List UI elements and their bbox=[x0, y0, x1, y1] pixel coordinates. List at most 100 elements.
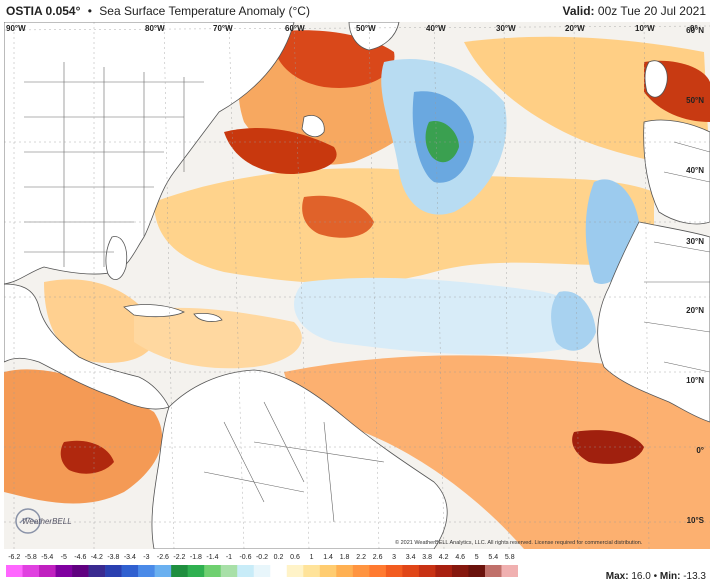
colorbar-swatch bbox=[237, 565, 255, 577]
colorbar-swatch bbox=[105, 565, 122, 577]
lon-label-40w: 40°W bbox=[426, 24, 446, 33]
lon-label-20w: 20°W bbox=[565, 24, 585, 33]
colorbar-swatch bbox=[22, 565, 40, 577]
lon-label-90w: 90°W bbox=[6, 24, 26, 33]
lat-label-10s: 10°S bbox=[686, 516, 704, 525]
lon-label-0: 0° bbox=[690, 24, 698, 33]
colorbar-swatch bbox=[39, 565, 56, 577]
colorbar-tick-label: 0.2 bbox=[273, 554, 284, 561]
colorbar-tick-label: -5 bbox=[60, 554, 67, 561]
lat-label-40n: 40°N bbox=[686, 166, 704, 175]
colorbar-tick-label: 3.8 bbox=[422, 554, 433, 561]
colorbar-swatch bbox=[253, 565, 271, 577]
colorbar-swatch bbox=[286, 565, 304, 577]
cool-region-green bbox=[425, 121, 459, 163]
colorbar-swatch bbox=[402, 565, 420, 577]
colorbar-swatch bbox=[171, 565, 188, 577]
british-isles-land bbox=[644, 60, 668, 98]
lon-label-30w: 30°W bbox=[496, 24, 516, 33]
colorbar-tick-label: -3 bbox=[143, 554, 150, 561]
colorbar-tick-label: -5.8 bbox=[24, 554, 37, 561]
colorbar-tick-label: -4.6 bbox=[74, 554, 87, 561]
map-title: Sea Surface Temperature Anomaly (°C) bbox=[99, 4, 310, 18]
max-value: 16.0 bbox=[631, 571, 651, 582]
colorbar-tick-label: 0.6 bbox=[290, 554, 300, 561]
weatherbell-logo bbox=[15, 508, 41, 534]
colorbar-swatch bbox=[369, 565, 387, 577]
colorbar-swatch bbox=[451, 565, 469, 577]
lat-label-50n: 50°N bbox=[686, 96, 704, 105]
south-america-borders bbox=[203, 401, 385, 523]
lat-label-10n: 10°N bbox=[686, 376, 704, 385]
colorbar-swatch bbox=[435, 565, 453, 577]
colorbar-tick-label: 1.4 bbox=[323, 554, 333, 561]
africa-borders bbox=[643, 241, 710, 373]
lat-label-60n: 60°N bbox=[686, 26, 704, 35]
logo-text: WeatherBELL bbox=[22, 517, 72, 526]
stats-readout: Max: 16.0 • Min: -13.3 bbox=[606, 571, 706, 582]
colorbar-tick-label: 5.8 bbox=[504, 554, 515, 561]
hot-spot-central-atlantic bbox=[302, 195, 374, 238]
lat-label-30n: 30°N bbox=[686, 237, 704, 246]
stats-separator: • bbox=[653, 571, 658, 582]
mexico-central-america-land bbox=[4, 283, 170, 410]
colorbar-swatch bbox=[88, 565, 106, 577]
hot-spot-newfoundland bbox=[224, 127, 337, 175]
europe-borders bbox=[663, 141, 710, 183]
colorbar-swatch bbox=[72, 565, 89, 577]
colorbar-swatch bbox=[303, 565, 321, 577]
colorbar-tick-label: 4.2 bbox=[438, 554, 449, 561]
valid-time-block: Valid: 00z Tue 20 Jul 2021 bbox=[563, 4, 706, 18]
colorbar-swatch bbox=[220, 565, 238, 577]
colorbar-swatch bbox=[121, 565, 139, 577]
colorbar-tick-label: -6.2 bbox=[8, 554, 21, 561]
warm-region-south bbox=[284, 355, 710, 549]
warm-region-central bbox=[154, 168, 654, 284]
valid-time: 00z Tue 20 Jul 2021 bbox=[597, 4, 706, 18]
header-bar: OSTIA 0.054° • Sea Surface Temperature A… bbox=[0, 0, 714, 22]
colorbar-tick-label: -3.8 bbox=[107, 554, 120, 561]
florida-land bbox=[105, 236, 128, 281]
lon-label-10w: 10°W bbox=[635, 24, 655, 33]
colorbar-swatch bbox=[154, 565, 172, 577]
lon-label-80w: 80°W bbox=[145, 24, 165, 33]
colorbar-tick-label: -1.8 bbox=[189, 554, 202, 561]
newfoundland-land bbox=[301, 115, 325, 138]
copyright-credit: © 2021 WeatherBELL Analytics, LLC. All r… bbox=[395, 540, 643, 546]
north-america-land bbox=[4, 22, 295, 285]
colorbar-swatch bbox=[468, 565, 486, 577]
colorbar-tick-label: -0.2 bbox=[255, 554, 269, 561]
colorbar-tick-label: 3.4 bbox=[405, 554, 416, 561]
colorbar bbox=[6, 565, 518, 577]
colorbar-swatch bbox=[6, 565, 23, 577]
south-america-land bbox=[151, 369, 448, 549]
lon-label-50w: 50°W bbox=[356, 24, 376, 33]
colorbar-tick-label: 2.2 bbox=[356, 554, 366, 561]
colorbar-swatch bbox=[319, 565, 337, 577]
hot-spot-pacific bbox=[60, 440, 114, 474]
lon-label-60w: 60°W bbox=[285, 24, 305, 33]
colorbar-tick-label: -4.2 bbox=[90, 554, 103, 561]
colorbar-tick-label: -2.2 bbox=[173, 554, 186, 561]
colorbar-swatch bbox=[55, 565, 73, 577]
colorbar-swatch bbox=[270, 565, 288, 577]
lat-label-0: 0° bbox=[696, 446, 704, 455]
colorbar-tick-label: 5.4 bbox=[488, 554, 499, 561]
colorbar-tick-label: -5.4 bbox=[41, 554, 54, 561]
min-value: -13.3 bbox=[683, 571, 706, 582]
colorbar-swatch bbox=[336, 565, 354, 577]
max-label: Max: bbox=[605, 571, 629, 582]
colorbar-tick-label: 1.8 bbox=[339, 554, 350, 561]
sst-anomaly-map bbox=[4, 22, 710, 549]
colorbar-swatch bbox=[418, 565, 436, 577]
cool-region-canary bbox=[551, 291, 596, 351]
hispaniola-land bbox=[193, 312, 223, 322]
map-canvas bbox=[4, 22, 710, 549]
colorbar-swatch bbox=[187, 565, 205, 577]
title-block: OSTIA 0.054° • Sea Surface Temperature A… bbox=[6, 4, 310, 18]
colorbar-tick-label: 4.6 bbox=[455, 554, 466, 561]
colorbar-tick-label: 3 bbox=[392, 554, 397, 561]
cool-region-subtropics bbox=[294, 277, 591, 355]
colorbar-swatch bbox=[138, 565, 155, 577]
